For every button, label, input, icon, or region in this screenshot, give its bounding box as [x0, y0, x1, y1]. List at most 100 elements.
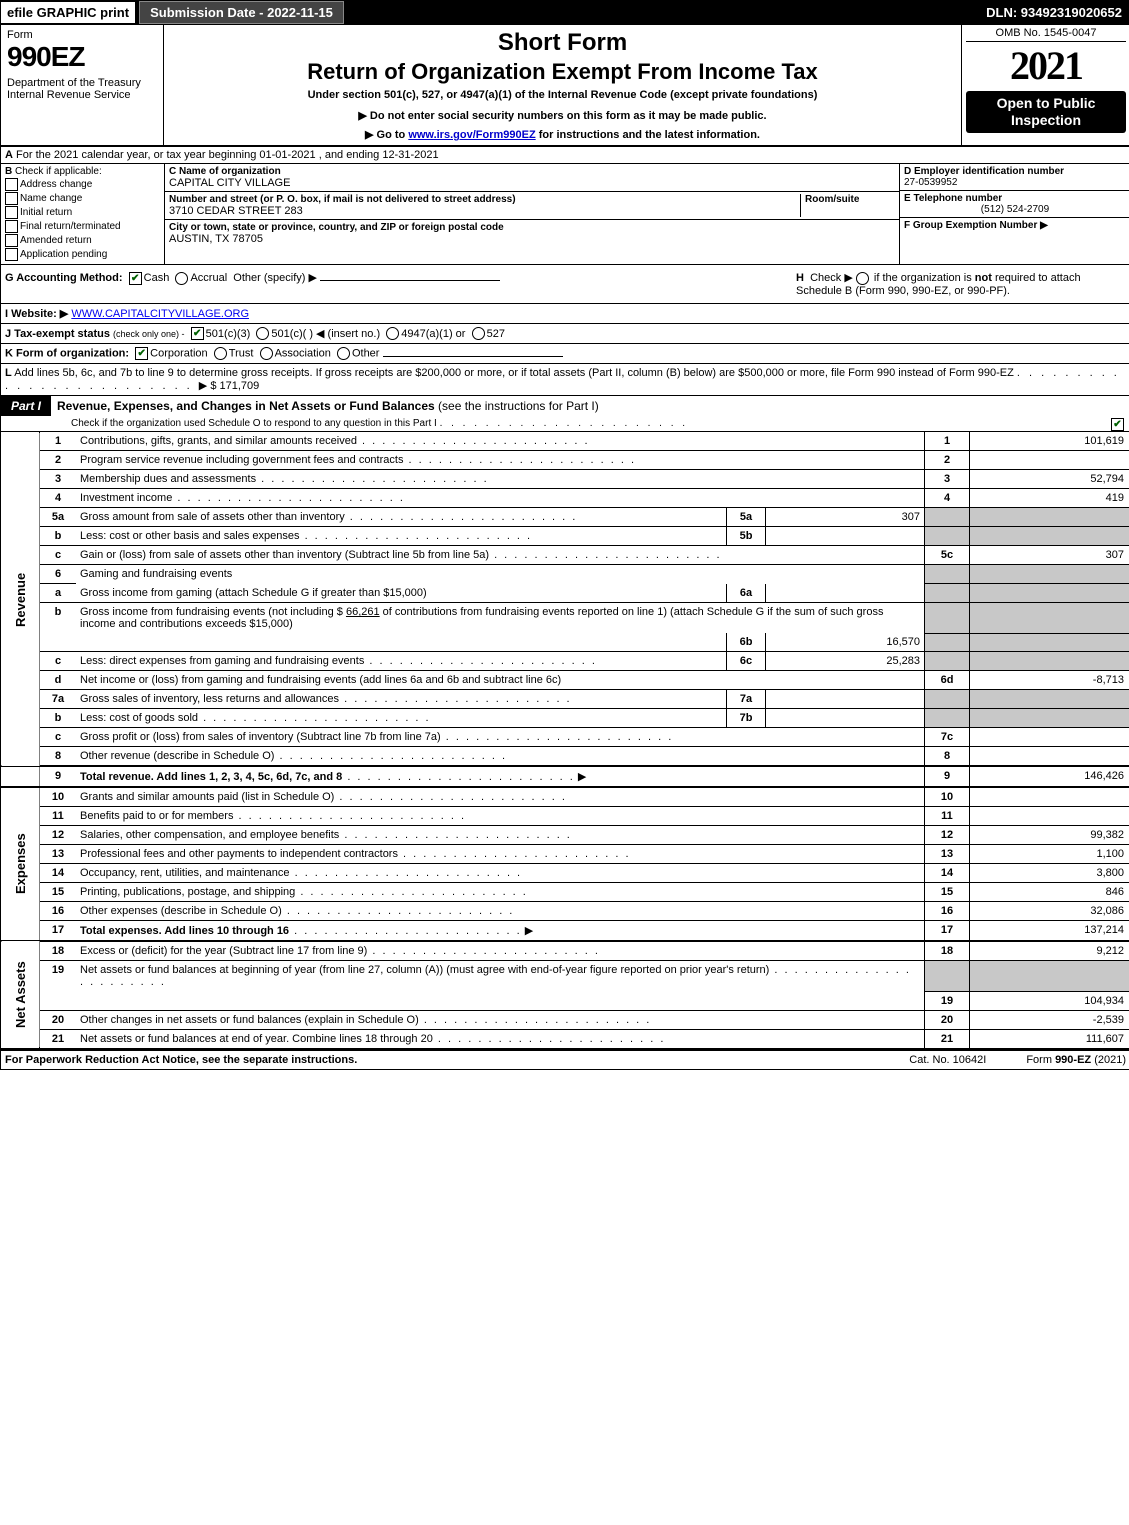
form-title: Return of Organization Exempt From Incom… [172, 59, 953, 85]
ln-2-box: 2 [925, 451, 970, 470]
ln-19-box: 19 [925, 991, 970, 1010]
ln-21-desc: Net assets or fund balances at end of ye… [80, 1033, 433, 1045]
chk-other[interactable] [337, 347, 350, 360]
ln-19-amt-gray [970, 961, 1129, 992]
ln-5c-box: 5c [925, 546, 970, 565]
chk-4947[interactable] [386, 327, 399, 340]
ln-6b-box-gray1 [925, 603, 970, 634]
ln-7c-no: c [40, 728, 77, 747]
ln-16-no: 16 [40, 902, 77, 921]
chk-527[interactable] [472, 327, 485, 340]
chk-corporation[interactable] [135, 347, 148, 360]
lbl-501c3: 501(c)(3) [206, 328, 251, 340]
other-org-line [383, 356, 563, 357]
ln-9-amt: 146,426 [970, 766, 1129, 787]
ln-6-desc: Gaming and fundraising events [80, 568, 232, 580]
chk-amended-return[interactable] [5, 234, 18, 247]
ln-5c-no: c [40, 546, 77, 565]
chk-trust[interactable] [214, 347, 227, 360]
ln-6c-desc: Less: direct expenses from gaming and fu… [80, 655, 364, 667]
chk-application-pending[interactable] [5, 248, 18, 261]
ln-10-no: 10 [40, 787, 77, 807]
chk-h[interactable] [856, 272, 869, 285]
short-form-title: Short Form [172, 29, 953, 57]
h-text1: Check ▶ [810, 272, 856, 284]
footer-right: Form 990-EZ (2021) [1026, 1054, 1126, 1066]
ln-5b-desc: Less: cost or other basis and sales expe… [80, 530, 300, 542]
chk-association[interactable] [260, 347, 273, 360]
footer-left: For Paperwork Reduction Act Notice, see … [5, 1054, 869, 1066]
chk-cash[interactable] [129, 272, 142, 285]
chk-501c3[interactable] [191, 327, 204, 340]
ln-6a-no: a [40, 584, 77, 603]
irs-link[interactable]: www.irs.gov/Form990EZ [408, 129, 535, 141]
ln-18-amt: 9,212 [970, 941, 1129, 961]
chk-address-change[interactable] [5, 178, 18, 191]
h-text2: if the organization is [871, 272, 975, 284]
form-subtitle: Under section 501(c), 527, or 4947(a)(1)… [172, 89, 953, 101]
ln-5c-desc: Gain or (loss) from sale of assets other… [80, 549, 489, 561]
ln-19-desc: Net assets or fund balances at beginning… [80, 964, 769, 976]
ln-7a-amt-gray [970, 690, 1129, 709]
part-1-title-text: Revenue, Expenses, and Changes in Net As… [57, 399, 435, 413]
tax-year: 2021 [966, 42, 1126, 89]
form-note-2: ▶ Go to www.irs.gov/Form990EZ for instru… [172, 128, 953, 141]
k-label: K Form of organization: [5, 348, 129, 360]
website-link[interactable]: WWW.CAPITALCITYVILLAGE.ORG [71, 308, 249, 320]
submission-date: Submission Date - 2022-11-15 [139, 1, 344, 24]
ln-8-desc: Other revenue (describe in Schedule O) [80, 750, 274, 762]
ln-18-no: 18 [40, 941, 77, 961]
lbl-initial-return: Initial return [20, 207, 72, 218]
ln-3-amt: 52,794 [970, 470, 1129, 489]
form-label: Form [7, 29, 157, 41]
l-value: 171,709 [220, 380, 260, 392]
chk-accrual[interactable] [175, 272, 188, 285]
row-h: H Check ▶ if the organization is not req… [792, 265, 1129, 303]
ln-5a-amt-gray [970, 508, 1129, 527]
efile-label: efile GRAPHIC print [1, 2, 135, 23]
ln-5a-mini-no: 5a [727, 508, 766, 527]
header-right: OMB No. 1545-0047 2021 Open to Public In… [962, 25, 1129, 145]
row-i: I Website: ▶ WWW.CAPITALCITYVILLAGE.ORG [1, 304, 1129, 324]
ln-14-no: 14 [40, 864, 77, 883]
lbl-other: Other [352, 348, 380, 360]
lbl-cash: Cash [144, 272, 170, 284]
chk-final-return[interactable] [5, 220, 18, 233]
ln-18-desc: Excess or (deficit) for the year (Subtra… [80, 945, 367, 957]
ln-15-box: 15 [925, 883, 970, 902]
ln-7c-amt [970, 728, 1129, 747]
ln-20-box: 20 [925, 1010, 970, 1029]
chk-sched-o[interactable] [1111, 418, 1124, 431]
top-bar: efile GRAPHIC print Submission Date - 20… [1, 1, 1129, 25]
c-addr: 3710 CEDAR STREET 283 [169, 205, 800, 217]
c-name: CAPITAL CITY VILLAGE [169, 177, 895, 189]
ln-4-no: 4 [40, 489, 77, 508]
page-footer: For Paperwork Reduction Act Notice, see … [1, 1049, 1129, 1069]
l-label: L [5, 367, 12, 379]
c-name-label: C Name of organization [169, 166, 895, 177]
ln-5b-box-gray [925, 527, 970, 546]
ln-12-no: 12 [40, 826, 77, 845]
ln-3-box: 3 [925, 470, 970, 489]
d-value: 27-0539952 [904, 177, 957, 188]
ln-5a-mini-val: 307 [766, 508, 925, 527]
b-label: B [5, 166, 12, 177]
ln-7c-desc: Gross profit or (loss) from sales of inv… [80, 731, 441, 743]
d-label: D Employer identification number [904, 166, 1064, 177]
lbl-corporation: Corporation [150, 348, 207, 360]
chk-name-change[interactable] [5, 192, 18, 205]
inspection-ribbon: Open to Public Inspection [966, 91, 1126, 133]
chk-501c[interactable] [256, 327, 269, 340]
other-specify-line [320, 280, 500, 281]
omb-number: OMB No. 1545-0047 [966, 27, 1126, 42]
lbl-amended-return: Amended return [20, 235, 92, 246]
c-room-label: Room/suite [805, 194, 895, 205]
chk-initial-return[interactable] [5, 206, 18, 219]
ln-14-desc: Occupancy, rent, utilities, and maintena… [80, 867, 290, 879]
col-def: D Employer identification number 27-0539… [899, 164, 1129, 264]
j-label: J Tax-exempt status [5, 328, 110, 340]
row-a-label: A [5, 149, 13, 161]
ln-4-box: 4 [925, 489, 970, 508]
c-addr-label: Number and street (or P. O. box, if mail… [169, 194, 800, 205]
h-label: H [796, 272, 804, 284]
